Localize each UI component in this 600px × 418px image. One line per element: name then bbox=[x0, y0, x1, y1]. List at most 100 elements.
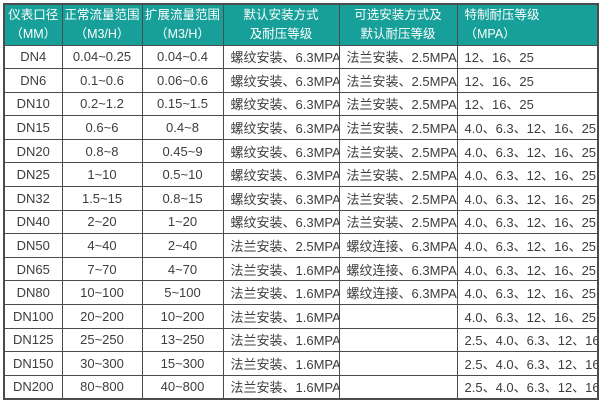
table-cell: DN125 bbox=[3, 327, 63, 353]
table-cell: DN200 bbox=[3, 374, 63, 400]
header-line-1: 可选安装方式及 bbox=[354, 8, 442, 22]
table-cell: 4.0、6.3、12、16、25 bbox=[456, 186, 599, 211]
table-row: DN50 4~40 2~40 法兰安装、2.5MPA 螺纹连接、6.3MPA 4.0、6.… bbox=[3, 233, 599, 258]
table-cell: 4.0、6.3、12、16、25 bbox=[456, 115, 599, 140]
table-cell: 螺纹安装、6.3MPA bbox=[222, 68, 340, 93]
table-cell: 0.04~0.4 bbox=[141, 44, 224, 70]
header-row: 仪表口径 （MM） 正常流量范围 （M3/H） 扩展流量范围 （M3/H） 默认安装方式 及耐… bbox=[3, 3, 599, 46]
table-cell: 法兰安装、2.5MPA bbox=[338, 68, 458, 93]
column-header: 特制耐压等级 （MPA） bbox=[456, 3, 599, 46]
table-cell bbox=[338, 351, 458, 376]
table-cell: 法兰安装、2.5MPA bbox=[338, 115, 458, 140]
table-row: DN125 25~250 13~250 法兰安装、1.6MPA 2.5、4.0、6.3、… bbox=[3, 327, 599, 353]
table-cell: 1~20 bbox=[141, 209, 224, 235]
table-cell: 螺纹安装、6.3MPA bbox=[222, 186, 340, 211]
table-cell: 2.5、4.0、6.3、12、16 bbox=[456, 374, 599, 400]
table-cell: 法兰安装、2.5MPA bbox=[338, 209, 458, 235]
table-cell: 法兰安装、1.6MPA bbox=[222, 256, 340, 282]
table-cell: DN4 bbox=[3, 44, 63, 70]
table-row: DN20 0.8~8 0.45~9 螺纹安装、6.3MPA 法兰安装、2.5MPA 4.0… bbox=[3, 138, 599, 164]
table-cell: 2~40 bbox=[141, 233, 224, 258]
table-cell: 0.2~1.2 bbox=[61, 91, 143, 117]
header-line-2: 及耐压等级 bbox=[249, 26, 313, 41]
table-row: DN40 2~20 1~20 螺纹安装、6.3MPA 法兰安装、2.5MPA 4.0、6.… bbox=[3, 209, 599, 235]
table-cell: 4.0、6.3、12、16、25 bbox=[456, 280, 599, 306]
table-cell: 13~250 bbox=[141, 327, 224, 353]
table-cell: 0.8~15 bbox=[141, 186, 224, 211]
table-cell: 0.6~6 bbox=[61, 115, 143, 140]
table-cell: 螺纹连接、6.3MPA bbox=[338, 256, 458, 282]
table-cell: 0.4~8 bbox=[141, 115, 224, 140]
table-cell: 4.0、6.3、12、16、25 bbox=[456, 304, 599, 329]
table-cell: 12、16、25 bbox=[456, 68, 599, 93]
table-cell: 25~250 bbox=[61, 327, 143, 353]
table-cell: 法兰安装、1.6MPA bbox=[222, 351, 340, 376]
table-cell: 法兰安装、1.6MPA bbox=[222, 374, 340, 400]
table-cell: DN25 bbox=[3, 162, 63, 188]
table-cell: 4.0、6.3、12、16、25 bbox=[456, 256, 599, 282]
header-line-1: 正常流量范围 bbox=[64, 8, 140, 22]
table-cell: 12、16、25 bbox=[456, 44, 599, 70]
table-cell: 0.06~0.6 bbox=[141, 68, 224, 93]
table-row: DN15 0.6~6 0.4~8 螺纹安装、6.3MPA 法兰安装、2.5MPA 4.0、… bbox=[3, 115, 599, 140]
table-cell: DN32 bbox=[3, 186, 63, 211]
table-cell: 法兰安装、2.5MPA bbox=[338, 44, 458, 70]
table-cell: DN15 bbox=[3, 115, 63, 140]
table-cell bbox=[338, 327, 458, 353]
table-cell: 4~40 bbox=[61, 233, 143, 258]
table-cell: 1~10 bbox=[61, 162, 143, 188]
table-cell: 2.5、4.0、6.3、12、16 bbox=[456, 327, 599, 353]
flow-meter-spec-table: 仪表口径 （MM） 正常流量范围 （M3/H） 扩展流量范围 （M3/H） 默认安装方式 及耐… bbox=[3, 3, 599, 400]
table-cell: 2~20 bbox=[61, 209, 143, 235]
table-cell: DN80 bbox=[3, 280, 63, 306]
table-row: DN25 1~10 0.5~10 螺纹安装、6.3MPA 法兰安装、2.5MPA 4.0、… bbox=[3, 162, 599, 188]
table-cell: 螺纹安装、6.3MPA bbox=[222, 115, 340, 140]
table-cell: 0.8~8 bbox=[61, 138, 143, 164]
table-cell: 20~200 bbox=[61, 304, 143, 329]
table-cell: 0.1~0.6 bbox=[61, 68, 143, 93]
table-cell: 1.5~15 bbox=[61, 186, 143, 211]
table-row: DN32 1.5~15 0.8~15 螺纹安装、6.3MPA 法兰安装、2.5MPA 4.… bbox=[3, 186, 599, 211]
table-cell: 4.0、6.3、12、16、25 bbox=[456, 162, 599, 188]
table-cell: 法兰安装、1.6MPA bbox=[222, 304, 340, 329]
table-cell: 0.45~9 bbox=[141, 138, 224, 164]
table-cell: 15~300 bbox=[141, 351, 224, 376]
table-row: DN100 20~200 10~200 法兰安装、1.6MPA 4.0、6.3、12、1… bbox=[3, 304, 599, 329]
table-cell: 5~100 bbox=[141, 280, 224, 306]
header-line-2: 默认耐压等级 bbox=[360, 26, 436, 41]
header-line-2: （MPA） bbox=[464, 26, 516, 41]
column-header: 默认安装方式 及耐压等级 bbox=[222, 3, 340, 46]
table-cell: 法兰安装、2.5MPA bbox=[338, 162, 458, 188]
table-cell: 0.5~10 bbox=[141, 162, 224, 188]
table-cell: DN20 bbox=[3, 138, 63, 164]
table-cell: 螺纹安装、6.3MPA bbox=[222, 138, 340, 164]
header-line-1: 扩展流量范围 bbox=[144, 8, 220, 22]
table-cell: 螺纹连接、6.3MPA bbox=[338, 280, 458, 306]
table-cell: 0.04~0.25 bbox=[61, 44, 143, 70]
table-row: DN6 0.1~0.6 0.06~0.6 螺纹安装、6.3MPA 法兰安装、2.5MPA… bbox=[3, 68, 599, 93]
table-cell: 法兰安装、2.5MPA bbox=[338, 138, 458, 164]
table-cell: 螺纹安装、6.3MPA bbox=[222, 91, 340, 117]
header-line-2: （M3/H） bbox=[155, 26, 210, 41]
column-header: 扩展流量范围 （M3/H） bbox=[141, 3, 224, 46]
table-cell: 4.0、6.3、12、16、25 bbox=[456, 209, 599, 235]
table-cell: DN10 bbox=[3, 91, 63, 117]
table-cell: DN50 bbox=[3, 233, 63, 258]
table-cell: DN6 bbox=[3, 68, 63, 93]
table-cell: 4.0、6.3、12、16、25 bbox=[456, 233, 599, 258]
table-cell: 0.15~1.5 bbox=[141, 91, 224, 117]
table-cell: 法兰安装、2.5MPA bbox=[338, 91, 458, 117]
table-cell: 螺纹安装、6.3MPA bbox=[222, 44, 340, 70]
table-row: DN4 0.04~0.25 0.04~0.4 螺纹安装、6.3MPA 法兰安装、2.5M… bbox=[3, 44, 599, 70]
table-cell: 10~200 bbox=[141, 304, 224, 329]
table-cell: DN65 bbox=[3, 256, 63, 282]
table-cell: 法兰安装、2.5MPA bbox=[222, 233, 340, 258]
table-row: DN80 10~100 5~100 法兰安装、1.6MPA 螺纹连接、6.3MPA 4.0… bbox=[3, 280, 599, 306]
column-header: 仪表口径 （MM） bbox=[3, 3, 63, 46]
header-line-2: （M3/H） bbox=[74, 26, 130, 41]
table-cell: 螺纹连接、6.3MPA bbox=[338, 233, 458, 258]
table-cell: DN100 bbox=[3, 304, 63, 329]
table-cell: DN40 bbox=[3, 209, 63, 235]
table-cell: 12、16、25 bbox=[456, 91, 599, 117]
